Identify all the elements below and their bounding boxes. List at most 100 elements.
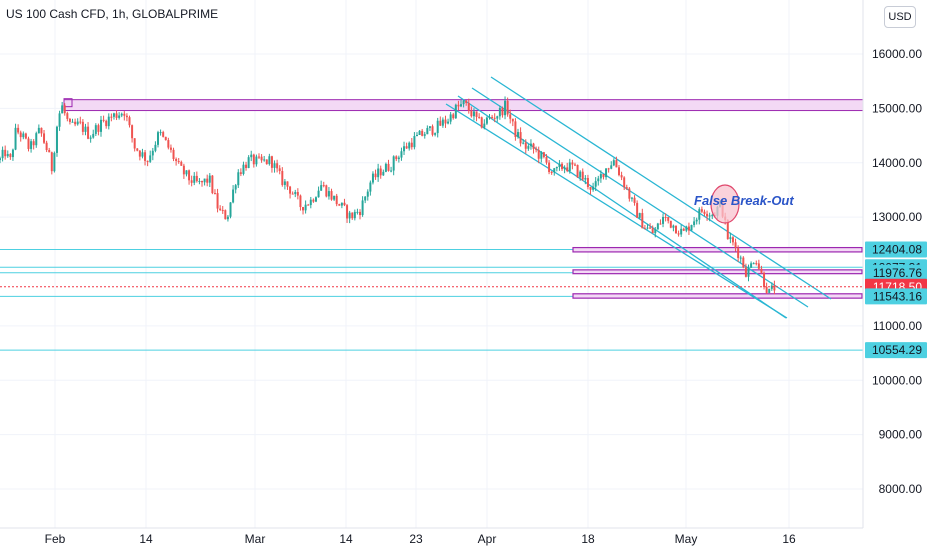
price-axis[interactable]: 16000.00 15000.00 14000.00 13000.00 11000.00…	[872, 47, 922, 496]
candle-body	[159, 132, 162, 134]
candle-body	[252, 154, 255, 165]
candle-body	[496, 116, 499, 119]
candle-body	[516, 132, 519, 137]
candle-body	[102, 119, 105, 121]
candle-body	[245, 164, 248, 169]
candle-body	[115, 113, 118, 118]
price-tag-background	[865, 264, 927, 281]
candle-body	[633, 197, 636, 203]
candle-body	[620, 175, 623, 178]
price-tick-label: 10000.00	[872, 373, 922, 387]
currency-button[interactable]: USD	[884, 6, 916, 28]
price-tick-label: 16000.00	[872, 47, 922, 61]
candle-body	[361, 200, 364, 216]
candle-body	[731, 237, 734, 243]
candle-body	[649, 227, 652, 229]
candle-body	[760, 268, 763, 273]
candle-body	[19, 132, 22, 138]
candle-body	[561, 163, 564, 170]
price-tick-label: 11000.00	[873, 319, 922, 333]
candle-body	[454, 104, 457, 119]
candle-body	[708, 215, 711, 217]
candle-body	[467, 103, 470, 111]
candle-body	[151, 150, 154, 156]
candle-body	[674, 225, 677, 234]
candle-body	[312, 199, 315, 202]
level-price-tag: 12404.08	[865, 241, 927, 258]
candle-body	[418, 130, 421, 135]
candle-body	[695, 219, 698, 222]
candle-body	[493, 117, 496, 119]
candle-body	[118, 115, 121, 118]
candle-body	[576, 164, 579, 178]
candle-body	[79, 121, 82, 123]
candle-body	[763, 272, 766, 288]
candle-body	[563, 167, 566, 170]
candle-body	[66, 113, 69, 119]
candle-body	[55, 126, 58, 153]
candle-body	[314, 197, 317, 202]
candle-body	[465, 100, 468, 104]
candle-body	[131, 125, 134, 139]
candle-body	[351, 212, 354, 219]
candle-body	[480, 117, 483, 128]
candle-body	[537, 149, 540, 159]
candle-body	[97, 125, 100, 132]
candle-body	[662, 216, 665, 224]
candle-body	[405, 146, 408, 149]
candle-body	[81, 121, 84, 132]
candle-body	[92, 133, 95, 138]
candle-body	[167, 140, 170, 148]
candle-body	[646, 227, 649, 229]
candle-body	[750, 263, 753, 268]
candle-body	[35, 133, 38, 146]
candle-body	[755, 263, 758, 265]
candle-body	[123, 113, 126, 116]
candle-body	[392, 156, 395, 171]
candle-body	[501, 108, 504, 116]
candle-body	[426, 128, 429, 135]
candle-body	[449, 114, 452, 122]
candle-body	[340, 202, 343, 206]
candle-body	[296, 192, 299, 196]
time-tick-label: May	[675, 532, 698, 546]
candle-body	[333, 195, 336, 200]
candle-body	[623, 177, 626, 188]
candle-body	[250, 154, 253, 158]
time-axis[interactable]: Feb 14 Mar 14 23 Apr 18 May 16	[45, 532, 796, 546]
price-tag-label: 11976.76	[873, 266, 922, 280]
candle-body	[247, 157, 250, 169]
candle-body	[690, 225, 693, 231]
candle-body	[444, 119, 447, 124]
candle-body	[558, 163, 561, 168]
candle-body	[43, 133, 46, 143]
candle-body	[27, 138, 30, 149]
candle-body	[475, 111, 478, 117]
candle-body	[232, 189, 235, 203]
candle-body	[307, 204, 310, 206]
candle-body	[177, 161, 180, 163]
candle-body	[268, 156, 271, 165]
candle-body	[408, 142, 411, 149]
candle-body	[397, 157, 400, 160]
candle-body	[203, 178, 206, 183]
candle-body	[50, 152, 53, 172]
candle-body	[610, 165, 613, 169]
candle-body	[369, 182, 372, 192]
level-price-tag: 11976.76	[865, 264, 927, 281]
candle-body	[703, 211, 706, 214]
candle-body	[421, 130, 424, 136]
candle-body	[470, 110, 473, 117]
price-tick-label: 13000.00	[872, 210, 922, 224]
candle-body	[571, 162, 574, 165]
price-tick-label: 15000.00	[872, 101, 922, 115]
level-price-tag: 10554.29	[865, 342, 927, 359]
candle-body	[615, 160, 618, 168]
candle-body	[30, 141, 33, 149]
price-tag-label: 10554.29	[872, 343, 922, 357]
candle-body	[739, 257, 742, 259]
candle-body	[71, 121, 74, 123]
candle-body	[768, 288, 771, 293]
price-tag-background	[865, 342, 927, 359]
